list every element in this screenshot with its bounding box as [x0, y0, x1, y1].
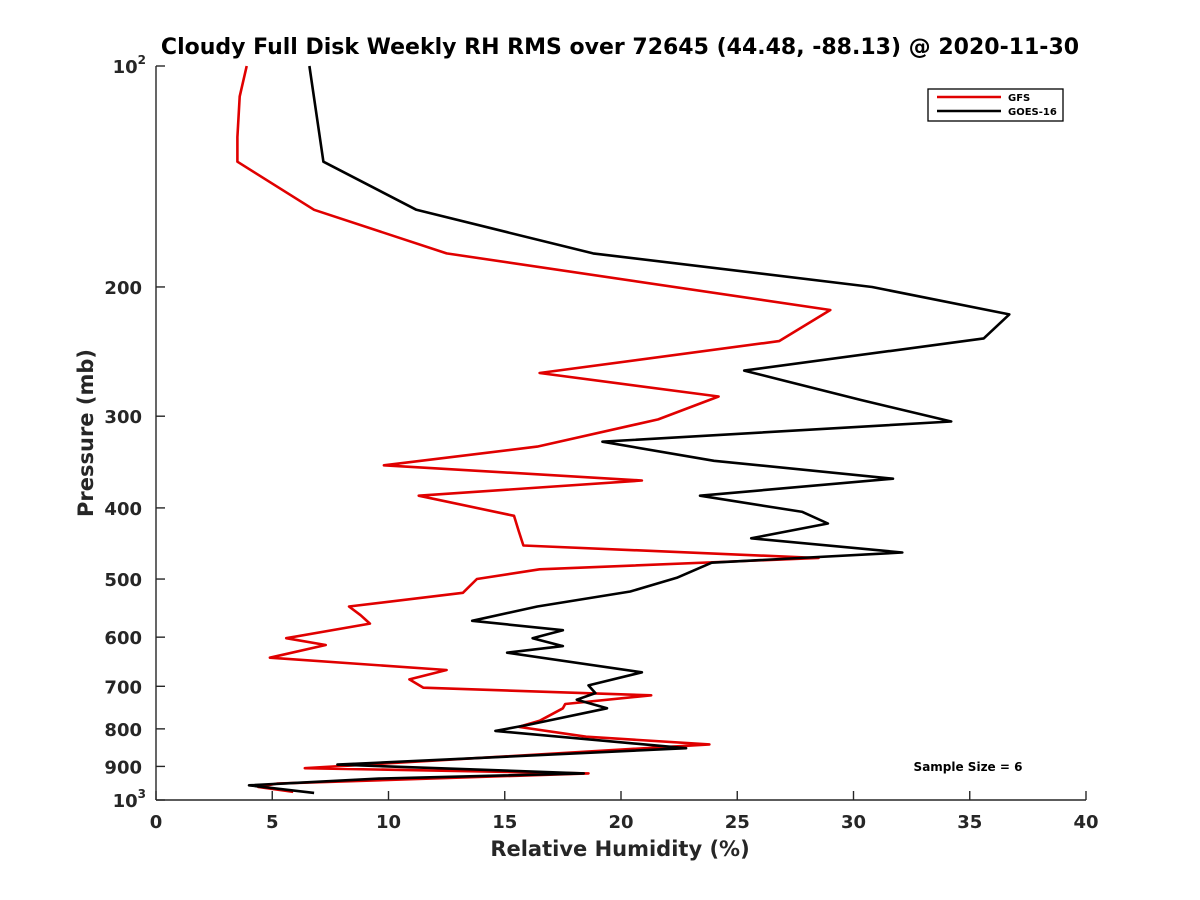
y-tick-label: 500	[104, 570, 142, 591]
series-line-goes16	[247, 65, 1011, 795]
series-layer	[236, 65, 1011, 795]
x-tick-label: 30	[841, 812, 866, 833]
y-tick-label: 800	[104, 720, 142, 741]
y-tick-label: 400	[104, 499, 142, 520]
x-tick-label: 20	[608, 812, 633, 833]
y-axis-ticks: 102 200 300 400 500 600 700 800 900 103	[104, 53, 165, 812]
y-axis-title: Pressure (mb)	[74, 349, 98, 517]
legend-box	[927, 88, 1064, 122]
x-tick-label: 25	[725, 812, 750, 833]
chart-title: Cloudy Full Disk Weekly RH RMS over 7264…	[161, 35, 1079, 60]
y-tick-label: 700	[104, 677, 142, 698]
legend-label-goes16: GOES-16	[1008, 107, 1057, 118]
y-tick-label: 600	[104, 628, 142, 649]
y-tick-label: 300	[104, 407, 142, 428]
y-tick-label: 900	[104, 757, 142, 778]
y-tick-label: 102	[113, 53, 146, 78]
x-axis-ticks: 0 5 10 15 20 25 30 35 40	[150, 791, 1099, 833]
x-tick-label: 40	[1073, 812, 1098, 833]
x-tick-label: 10	[376, 812, 401, 833]
x-tick-label: 35	[957, 812, 982, 833]
legend: GFS GOES-16	[927, 88, 1064, 122]
x-tick-label: 15	[492, 812, 517, 833]
x-axis-title: Relative Humidity (%)	[490, 837, 749, 861]
sample-size-annotation: Sample Size = 6	[914, 760, 1023, 774]
legend-label-gfs: GFS	[1008, 93, 1030, 104]
y-tick-label: 200	[104, 278, 142, 299]
y-tick-label: 103	[113, 787, 146, 812]
x-tick-label: 0	[150, 812, 163, 833]
x-tick-label: 5	[266, 812, 279, 833]
